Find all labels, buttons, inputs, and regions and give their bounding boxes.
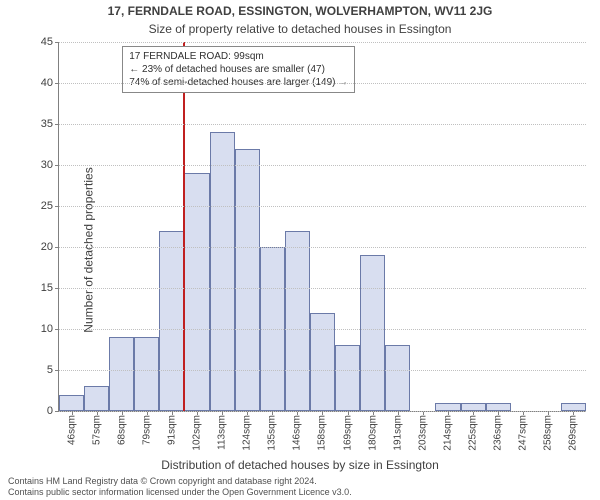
plot-area: 46sqm57sqm68sqm79sqm91sqm102sqm113sqm124…: [58, 42, 586, 412]
annotation-line-1: 17 FERNDALE ROAD: 99sqm: [129, 50, 348, 63]
bar: [561, 403, 586, 411]
x-tick-label: 247sqm: [518, 411, 529, 451]
x-tick-label: 225sqm: [468, 411, 479, 451]
bar-slot: 203sqm: [410, 42, 435, 411]
x-tick-label: 146sqm: [292, 411, 303, 451]
bars-group: 46sqm57sqm68sqm79sqm91sqm102sqm113sqm124…: [59, 42, 586, 411]
y-tick-label: 10: [41, 323, 59, 335]
bar-slot: 79sqm: [134, 42, 159, 411]
footer-line-2: Contains public sector information licen…: [8, 487, 352, 498]
gridline: [59, 370, 586, 371]
bar-slot: 124sqm: [235, 42, 260, 411]
x-tick-label: 79sqm: [141, 411, 152, 445]
y-tick-label: 0: [47, 405, 59, 417]
x-tick-label: 158sqm: [317, 411, 328, 451]
bar: [59, 395, 84, 411]
x-tick-label: 203sqm: [417, 411, 428, 451]
bar-slot: 191sqm: [385, 42, 410, 411]
y-tick-label: 35: [41, 118, 59, 130]
annotation-line-2: ← 23% of detached houses are smaller (47…: [129, 63, 348, 76]
gridline: [59, 165, 586, 166]
x-tick-label: 57sqm: [91, 411, 102, 445]
x-tick-label: 135sqm: [267, 411, 278, 451]
y-tick-label: 25: [41, 200, 59, 212]
bar-slot: 91sqm: [159, 42, 184, 411]
x-tick-label: 102sqm: [192, 411, 203, 451]
gridline: [59, 124, 586, 125]
bar: [109, 337, 134, 411]
bar-slot: 102sqm: [184, 42, 209, 411]
bar: [335, 345, 360, 411]
bar: [435, 403, 460, 411]
y-tick-label: 45: [41, 36, 59, 48]
bar-slot: 258sqm: [536, 42, 561, 411]
y-tick-label: 5: [47, 364, 59, 376]
footer-attribution: Contains HM Land Registry data © Crown c…: [8, 476, 352, 498]
bar-slot: 146sqm: [285, 42, 310, 411]
bar-slot: 269sqm: [561, 42, 586, 411]
bar-slot: 57sqm: [84, 42, 109, 411]
y-tick-label: 15: [41, 282, 59, 294]
gridline: [59, 288, 586, 289]
chart-title-sub: Size of property relative to detached ho…: [0, 22, 600, 36]
bar: [385, 345, 410, 411]
bar: [486, 403, 511, 411]
gridline: [59, 206, 586, 207]
bar-slot: 214sqm: [435, 42, 460, 411]
x-tick-label: 124sqm: [242, 411, 253, 451]
bar: [134, 337, 159, 411]
x-tick-label: 214sqm: [442, 411, 453, 451]
x-tick-label: 169sqm: [342, 411, 353, 451]
bar: [285, 231, 310, 411]
x-tick-label: 180sqm: [367, 411, 378, 451]
bar-slot: 180sqm: [360, 42, 385, 411]
gridline: [59, 42, 586, 43]
gridline: [59, 329, 586, 330]
x-tick-label: 46sqm: [66, 411, 77, 445]
bar-slot: 169sqm: [335, 42, 360, 411]
y-tick-label: 30: [41, 159, 59, 171]
bar: [360, 255, 385, 411]
footer-line-1: Contains HM Land Registry data © Crown c…: [8, 476, 352, 487]
bar-slot: 68sqm: [109, 42, 134, 411]
bar-slot: 158sqm: [310, 42, 335, 411]
bar: [235, 149, 260, 411]
x-axis-label: Distribution of detached houses by size …: [0, 458, 600, 472]
annotation-box: 17 FERNDALE ROAD: 99sqm ← 23% of detache…: [122, 46, 355, 93]
bar-slot: 247sqm: [511, 42, 536, 411]
x-tick-label: 269sqm: [568, 411, 579, 451]
bar-slot: 46sqm: [59, 42, 84, 411]
x-tick-label: 68sqm: [116, 411, 127, 445]
bar: [84, 386, 109, 411]
x-tick-label: 91sqm: [166, 411, 177, 445]
bar-slot: 236sqm: [486, 42, 511, 411]
x-tick-label: 113sqm: [217, 411, 228, 450]
x-tick-label: 236sqm: [493, 411, 504, 451]
bar-slot: 135sqm: [260, 42, 285, 411]
gridline: [59, 83, 586, 84]
chart-container: 17, FERNDALE ROAD, ESSINGTON, WOLVERHAMP…: [0, 0, 600, 500]
bar-slot: 113sqm: [210, 42, 235, 411]
bar: [310, 313, 335, 411]
bar: [184, 173, 209, 411]
gridline: [59, 411, 586, 412]
x-tick-label: 191sqm: [392, 411, 403, 451]
y-tick-label: 20: [41, 241, 59, 253]
subject-marker-line: [183, 42, 185, 411]
bar: [159, 231, 184, 411]
y-tick-label: 40: [41, 77, 59, 89]
gridline: [59, 247, 586, 248]
bar-slot: 225sqm: [461, 42, 486, 411]
chart-title-main: 17, FERNDALE ROAD, ESSINGTON, WOLVERHAMP…: [0, 4, 600, 18]
bar: [461, 403, 486, 411]
x-tick-label: 258sqm: [543, 411, 554, 451]
